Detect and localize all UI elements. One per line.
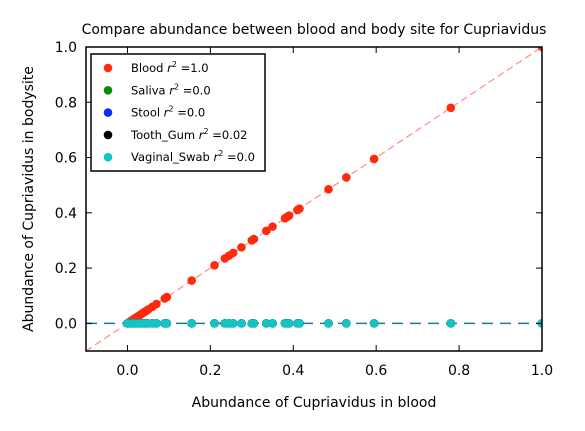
point-blood — [210, 261, 219, 270]
point-blood — [446, 103, 456, 113]
chart-title: Compare abundance between blood and body… — [82, 22, 547, 38]
legend-box — [90, 53, 266, 172]
y-tick-label: 0.6 — [55, 151, 77, 167]
legend-label-saliva: Saliva r2 =0.0 — [131, 82, 211, 97]
point-blood — [152, 299, 161, 309]
legend-marker-saliva — [103, 86, 113, 95]
point-vaginal-swab — [284, 319, 294, 328]
point-vaginal-swab — [228, 319, 238, 328]
plot-frame — [85, 46, 543, 352]
point-vaginal-swab — [268, 319, 277, 328]
x-tick-label: 1.0 — [531, 363, 553, 379]
plot-area — [86, 47, 542, 351]
point-vaginal-swab — [446, 319, 456, 328]
point-blood — [295, 204, 304, 213]
point-blood — [228, 248, 238, 258]
point-blood — [237, 243, 246, 252]
y-tick-label: 0.8 — [55, 95, 77, 111]
legend-label-vaginal-swab: Vaginal_Swab r2 =0.0 — [131, 149, 255, 164]
x-tick-label: 0.0 — [116, 363, 138, 379]
y-tick-label: 0.2 — [55, 261, 77, 277]
point-blood — [262, 226, 271, 236]
y-tick-label: 0.4 — [55, 206, 77, 222]
legend-marker-blood — [103, 63, 113, 73]
legend-marker-stool — [103, 108, 113, 117]
point-blood — [369, 154, 379, 164]
y-tick-label: 1.0 — [55, 40, 77, 56]
point-blood — [342, 173, 351, 182]
legend-marker-tooth-gum — [103, 130, 113, 140]
point-vaginal-swab — [249, 319, 259, 328]
point-vaginal-swab — [324, 319, 333, 328]
legend-marker-vaginal-swab — [103, 152, 113, 162]
point-vaginal-swab — [369, 319, 379, 328]
x-tick-label: 0.8 — [448, 363, 470, 379]
point-blood — [162, 292, 172, 302]
plot-marks — [86, 47, 542, 351]
point-vaginal-swab — [210, 319, 219, 328]
point-blood — [187, 276, 197, 285]
x-tick-label: 0.4 — [282, 363, 304, 379]
point-vaginal-swab — [152, 319, 161, 328]
point-blood — [284, 211, 294, 220]
point-vaginal-swab — [187, 319, 197, 328]
x-tick-label: 0.2 — [199, 363, 221, 379]
legend-label-blood: Blood r2 =1.0 — [131, 60, 209, 75]
point-vaginal-swab — [342, 319, 351, 328]
x-axis-label: Abundance of Cupriavidus in blood — [192, 395, 437, 411]
point-vaginal-swab — [262, 319, 271, 328]
legend-label-stool: Stool r2 =0.0 — [131, 105, 205, 120]
y-axis-label: Abundance of Cupriavidus in bodysite — [21, 66, 37, 332]
point-blood — [249, 234, 259, 244]
point-blood — [537, 47, 542, 52]
point-vaginal-swab — [237, 319, 246, 328]
point-vaginal-swab — [162, 319, 172, 328]
legend: Blood r2 =1.0 Saliva r2 =0.0 Stool r2 =0.0… — [90, 53, 266, 172]
x-tick-label: 0.6 — [365, 363, 387, 379]
point-blood — [268, 222, 277, 231]
axis-ticks: 0.0 0.2 0.4 0.6 0.8 1.0 0.0 0.2 0.4 0.6 0.8 1.0 — [55, 40, 553, 379]
point-vaginal-swab — [295, 319, 304, 328]
legend-label-tooth-gum: Tooth_Gum r2 =0.02 — [130, 127, 247, 142]
y-tick-label: 0.0 — [55, 316, 77, 332]
point-blood — [324, 185, 333, 194]
